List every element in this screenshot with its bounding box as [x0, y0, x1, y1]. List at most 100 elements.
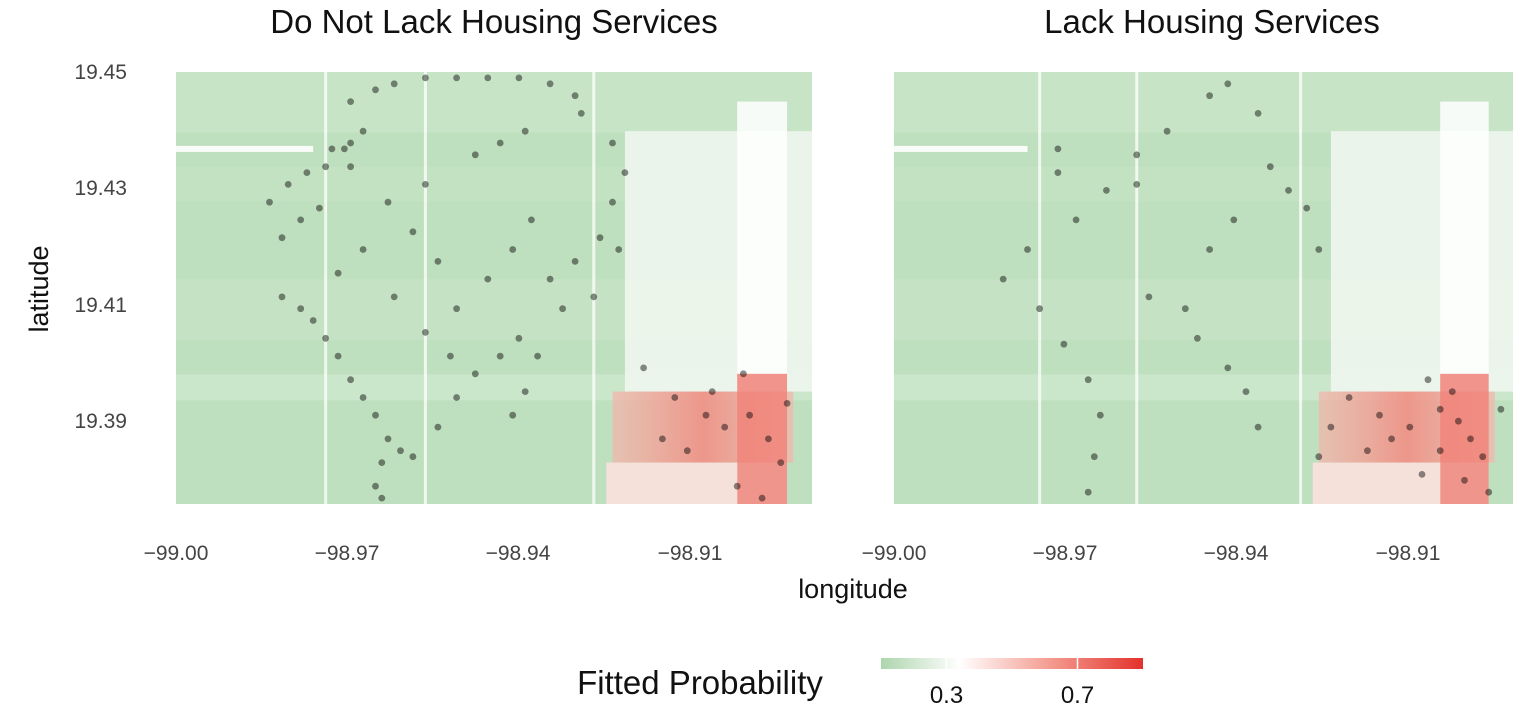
data-point	[1072, 216, 1080, 224]
data-point	[328, 145, 336, 153]
data-point	[609, 139, 616, 147]
data-point	[640, 364, 647, 372]
legend: Fitted Probability 0.3 0.7	[577, 658, 1143, 709]
surface-stripe	[324, 72, 328, 504]
data-point	[534, 352, 541, 360]
data-point	[1224, 364, 1232, 372]
data-point	[1133, 181, 1141, 188]
data-point	[1230, 216, 1238, 224]
data-point	[596, 234, 604, 242]
data-point	[1315, 453, 1323, 461]
data-point	[671, 394, 679, 401]
surface-high-zone	[1440, 373, 1489, 504]
data-point	[1448, 388, 1456, 395]
data-point	[409, 453, 417, 461]
legend-tick-label: 0.3	[930, 682, 963, 709]
x-tick-label: −98.94	[486, 542, 551, 565]
data-point	[758, 494, 766, 502]
x-tick-label: −99.00	[144, 542, 209, 565]
surface-band	[176, 72, 812, 133]
data-point	[1479, 453, 1487, 461]
panel-lack: Lack Housing Services −99.00 −98.97 −98.94…	[862, 3, 1513, 565]
data-point	[409, 228, 417, 236]
data-point	[334, 352, 342, 360]
data-point	[359, 246, 367, 253]
data-point	[372, 411, 379, 419]
points-layer	[266, 74, 791, 502]
data-point	[515, 74, 523, 82]
data-point	[453, 305, 460, 313]
data-point	[1096, 411, 1104, 419]
data-point	[1242, 388, 1250, 395]
data-point	[1406, 423, 1414, 431]
data-point	[615, 246, 623, 253]
data-point	[378, 494, 386, 502]
data-point	[496, 139, 504, 147]
data-point	[471, 370, 479, 378]
data-point	[484, 275, 492, 283]
data-point	[341, 145, 348, 153]
data-point	[765, 435, 772, 443]
y-axis-ticks: 19.45 19.43 19.41 19.39	[74, 61, 127, 433]
data-point	[571, 92, 579, 100]
y-tick-label: 19.45	[74, 61, 127, 84]
x-axis-title: longitude	[798, 574, 908, 604]
data-point	[422, 329, 429, 336]
data-point	[733, 482, 741, 490]
data-point	[1364, 447, 1371, 455]
data-point	[1497, 405, 1505, 413]
surface-mid-zone	[606, 462, 738, 504]
data-point	[266, 198, 273, 206]
data-point	[390, 293, 398, 301]
data-point	[309, 317, 317, 324]
data-point	[521, 127, 529, 135]
data-point	[1145, 293, 1153, 301]
data-point	[1163, 127, 1171, 135]
data-point	[297, 216, 305, 224]
data-point	[1036, 305, 1043, 313]
data-point	[334, 269, 342, 277]
data-point	[422, 181, 429, 188]
panel-do-not-lack: Do Not Lack Housing Services −99.00 −98.9…	[74, 3, 812, 565]
data-point	[590, 293, 598, 301]
data-point	[453, 74, 460, 82]
data-point	[1461, 476, 1468, 484]
probability-surface	[176, 72, 812, 504]
data-point	[1090, 453, 1098, 461]
data-point	[1224, 80, 1232, 88]
data-point	[746, 411, 753, 419]
y-tick-label: 19.43	[74, 177, 127, 200]
surface-band	[894, 72, 1513, 133]
surface-stripe	[176, 145, 314, 152]
data-point	[1303, 204, 1311, 212]
data-point	[1467, 435, 1474, 443]
data-point	[702, 411, 710, 419]
data-point	[621, 169, 629, 177]
surface-stripe	[592, 72, 596, 504]
data-point	[1103, 187, 1110, 194]
data-point	[347, 98, 354, 105]
data-point	[322, 334, 329, 342]
data-point	[1436, 447, 1444, 455]
data-point	[422, 74, 429, 82]
data-point	[347, 163, 354, 171]
data-point	[347, 139, 354, 147]
data-point	[509, 411, 517, 419]
x-tick-label: −98.97	[1033, 542, 1098, 565]
data-point	[303, 169, 311, 177]
data-point	[521, 388, 529, 395]
surface-stripe	[423, 72, 427, 504]
x-tick-label: −99.00	[862, 542, 927, 565]
data-point	[1455, 417, 1462, 425]
data-point	[453, 394, 460, 401]
x-axis-ticks: −99.00 −98.97 −98.94 −98.91	[144, 542, 723, 565]
data-point	[372, 482, 379, 490]
data-point	[359, 394, 367, 401]
data-point	[659, 435, 666, 443]
points-layer	[999, 80, 1505, 496]
y-tick-label: 19.41	[74, 294, 127, 317]
data-point	[1206, 92, 1213, 100]
data-point	[1254, 423, 1262, 431]
x-tick-label: −98.94	[1204, 542, 1269, 565]
